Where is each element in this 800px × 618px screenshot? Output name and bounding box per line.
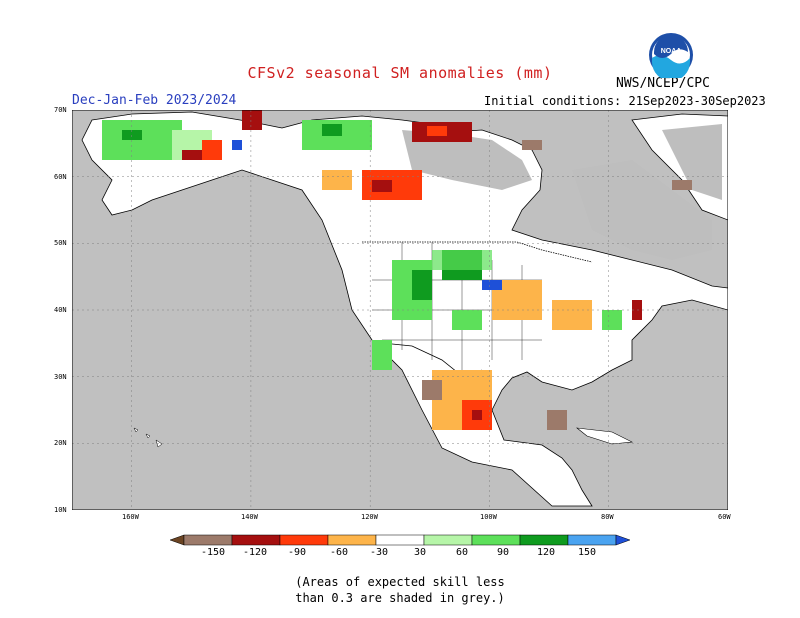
lat-label: 50N: [54, 239, 67, 247]
legend-bin: [170, 534, 185, 546]
lat-label: 20N: [54, 439, 67, 447]
legend-tick: 150: [578, 547, 597, 558]
legend-bin: [375, 534, 425, 546]
lat-label: 30N: [54, 373, 67, 381]
legend-tick: -30: [370, 547, 389, 558]
color-legend: [170, 534, 630, 546]
legend-tick: -90: [288, 547, 307, 558]
grey-mask-greenland: [662, 124, 722, 200]
legend-tick: 120: [537, 547, 556, 558]
legend-bin: [519, 534, 569, 546]
skill-note-line: than 0.3 are shaded in grey.): [295, 591, 505, 605]
map-title: CFSv2 seasonal SM anomalies (mm): [247, 64, 553, 82]
legend-bin: [567, 534, 617, 546]
noaa-logo: NOAA: [649, 33, 693, 78]
legend-bin: [615, 534, 630, 546]
legend-bin: [423, 534, 473, 546]
logo-text: NOAA: [661, 48, 682, 55]
lat-label: 60N: [54, 173, 67, 181]
lat-label: 10N: [54, 506, 67, 514]
legend-bin: [231, 534, 281, 546]
season-label: Dec-Jan-Feb 2023/2024: [72, 93, 237, 108]
anomaly-patches: [102, 110, 692, 430]
graticule: [72, 110, 728, 510]
grey-mask-east: [572, 160, 712, 260]
agency-label: NWS/NCEP/CPC: [616, 76, 710, 91]
legend-bin: [183, 534, 233, 546]
legend-bin: [327, 534, 377, 546]
skill-note: (Areas of expected skill less than 0.3 a…: [0, 574, 800, 606]
us-canada-border: [362, 241, 593, 263]
lon-label: 60W: [718, 513, 731, 521]
initial-conditions-label: Initial conditions: 21Sep2023-30Sep2023: [484, 94, 766, 108]
soil-moisture-map: [72, 110, 728, 510]
legend-tick: 30: [414, 547, 427, 558]
legend-tick: 60: [456, 547, 469, 558]
lon-label: 120W: [361, 513, 378, 521]
legend-bin: [471, 534, 521, 546]
land-cuba: [575, 427, 634, 445]
lon-label: 140W: [241, 513, 258, 521]
lat-label: 70N: [54, 106, 67, 114]
skill-note-line: (Areas of expected skill less: [295, 575, 505, 589]
legend-tick: 90: [497, 547, 510, 558]
legend-tick: -150: [201, 547, 226, 558]
legend-tick: -120: [243, 547, 268, 558]
lat-label: 40N: [54, 306, 67, 314]
legend-bin: [279, 534, 329, 546]
lon-label: 80W: [601, 513, 614, 521]
grey-mask-north: [402, 130, 532, 190]
legend-tick: -60: [330, 547, 349, 558]
lon-label: 160W: [122, 513, 139, 521]
lon-label: 100W: [480, 513, 497, 521]
